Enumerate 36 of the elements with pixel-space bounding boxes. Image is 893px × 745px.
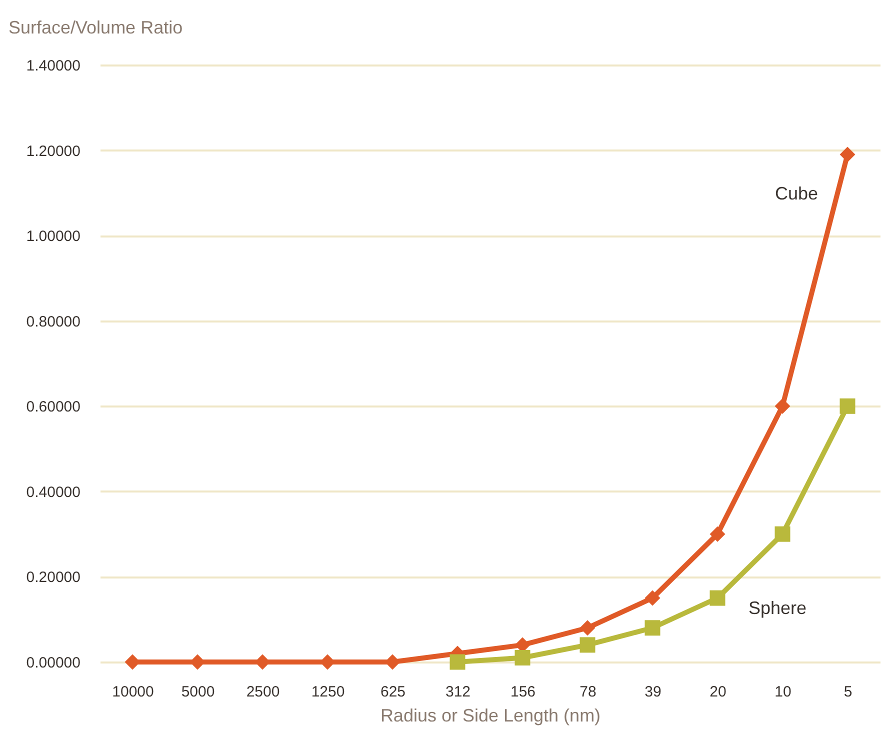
x-tick-label: 78: [580, 684, 596, 700]
x-tick-label: 10000: [112, 684, 154, 700]
series-label: Cube: [774, 184, 818, 204]
point: [580, 637, 596, 653]
x-tick-label: 10: [774, 684, 792, 700]
y-tick-label: 0.80000: [26, 313, 80, 330]
x-tick-label: 312: [445, 684, 471, 700]
point: [840, 146, 856, 162]
y-tick-label: 0.20000: [26, 569, 80, 586]
point: [580, 620, 596, 636]
x-tick-label: 2500: [246, 684, 280, 700]
y-tick-label: 0.00000: [26, 654, 80, 672]
point: [840, 398, 856, 414]
x-tick-label: 39: [644, 684, 662, 700]
x-tick-label: 5000: [181, 684, 215, 700]
y-axis-title: Surface/Volume Ratio: [8, 18, 183, 38]
point: [774, 526, 790, 542]
point: [710, 526, 726, 542]
x-tick-label: 1250: [311, 684, 345, 700]
point: [450, 654, 466, 670]
y-tick-label: 1.20000: [26, 142, 80, 160]
point: [710, 590, 726, 606]
x-tick-label: 20: [710, 684, 726, 700]
y-tick-label: 1.40000: [26, 58, 80, 74]
x-tick-label: 5: [844, 684, 852, 700]
point: [774, 398, 790, 414]
y-tick-label: 1.00000: [26, 228, 80, 246]
point: [644, 620, 660, 636]
point: [514, 650, 530, 666]
y-tick-label: 0.40000: [26, 484, 80, 501]
point: [644, 590, 660, 606]
x-tick-label: 625: [380, 684, 406, 700]
x-axis-title: Radius or Side Length (nm): [380, 706, 601, 726]
y-tick-label: 0.60000: [26, 398, 80, 416]
x-tick-label: 156: [510, 684, 536, 700]
series-label: Sphere: [748, 598, 807, 618]
